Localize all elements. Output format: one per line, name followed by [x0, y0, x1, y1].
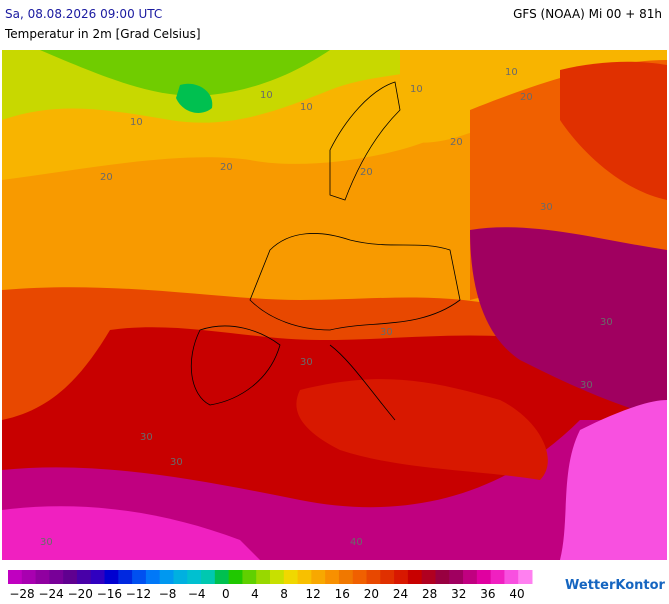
legend-swatch	[283, 570, 299, 584]
legend-swatch	[325, 570, 340, 584]
contour-label: 20	[520, 92, 533, 103]
contour-label: 10	[300, 102, 313, 113]
contour-label: 30	[540, 202, 553, 213]
legend-swatch	[76, 570, 92, 584]
legend-swatch	[49, 570, 64, 584]
legend-swatch	[449, 570, 464, 584]
contour-label: 30	[580, 380, 593, 391]
legend-label: −24	[38, 587, 63, 600]
legend-swatch	[256, 570, 271, 584]
legend-label: −8	[159, 587, 177, 600]
legend-swatch	[338, 570, 354, 584]
contour-label: 10	[505, 67, 518, 78]
legend: −28 −24 −20 −16 −12 −8 −4 0 4 8 12 16 20 24 28 32 36 40	[8, 570, 533, 601]
legend-label: −16	[97, 587, 122, 600]
contour-label: 30	[300, 357, 313, 368]
contour-label: 10	[260, 90, 273, 101]
contour-label: 30	[380, 327, 393, 338]
legend-swatch	[366, 570, 381, 584]
legend-swatch	[463, 570, 478, 584]
legend-swatch	[476, 570, 492, 584]
legend-swatch	[173, 570, 188, 584]
legend-swatch	[201, 570, 216, 584]
legend-swatch	[228, 570, 243, 584]
brand: WetterKontor	[565, 578, 666, 593]
contour-label: 20	[450, 137, 463, 148]
legend-swatch	[352, 570, 368, 584]
legend-swatch	[407, 570, 423, 584]
legend-swatch	[394, 570, 409, 584]
legend-swatch	[187, 570, 202, 584]
legend-swatch	[104, 570, 119, 584]
legend-swatch	[270, 570, 285, 584]
legend-swatch	[421, 570, 436, 584]
legend-swatch	[132, 570, 147, 584]
legend-label: 28	[422, 587, 437, 600]
map	[2, 50, 667, 560]
legend-label: 4	[251, 587, 259, 600]
model: GFS (NOAA) Mi 00 + 81h	[513, 7, 662, 21]
legend-swatch	[118, 570, 133, 584]
legend-swatch	[490, 570, 505, 584]
legend-swatch	[63, 570, 78, 584]
contour-label: 30	[140, 432, 153, 443]
legend-swatch	[21, 570, 37, 584]
legend-swatch	[435, 570, 450, 584]
legend-swatch	[35, 570, 50, 584]
legend-swatch	[8, 570, 23, 584]
legend-swatch	[145, 570, 161, 584]
legend-label: −12	[126, 587, 151, 600]
legend-label: 16	[335, 587, 350, 600]
legend-label: 20	[364, 587, 379, 600]
legend-swatch	[242, 570, 257, 584]
legend-swatch	[159, 570, 174, 584]
legend-label: 12	[306, 587, 321, 600]
parameter: Temperatur in 2m [Grad Celsius]	[4, 27, 201, 41]
contour-label: 40	[350, 537, 363, 548]
legend-label: 36	[480, 587, 495, 600]
datetime: Sa, 08.08.2026 09:00 UTC	[5, 7, 162, 21]
contour-label: 30	[40, 537, 53, 548]
legend-label: −28	[9, 587, 34, 600]
legend-swatch	[311, 570, 326, 584]
legend-label: 32	[451, 587, 466, 600]
contour-label: 30	[170, 457, 183, 468]
legend-label: 40	[509, 587, 524, 600]
legend-label: 8	[280, 587, 288, 600]
legend-swatch	[297, 570, 312, 584]
legend-swatch	[504, 570, 519, 584]
legend-swatch	[518, 570, 533, 584]
legend-label: −4	[188, 587, 206, 600]
contour-labels: 10 10 10 10 10 20 20 20 20 20 30 30 30 30 30 30 30 30 40	[40, 67, 613, 548]
legend-label: −20	[68, 587, 93, 600]
legend-swatch	[214, 570, 230, 584]
legend-label: 24	[393, 587, 408, 600]
contour-label: 20	[220, 162, 233, 173]
contour-label: 30	[600, 317, 613, 328]
contour-label: 20	[360, 167, 373, 178]
contour-label: 10	[410, 84, 423, 95]
legend-swatch	[90, 570, 106, 584]
legend-label: 0	[222, 587, 230, 600]
contour-label: 10	[130, 117, 143, 128]
legend-swatch	[380, 570, 395, 584]
contour-label: 20	[100, 172, 113, 183]
